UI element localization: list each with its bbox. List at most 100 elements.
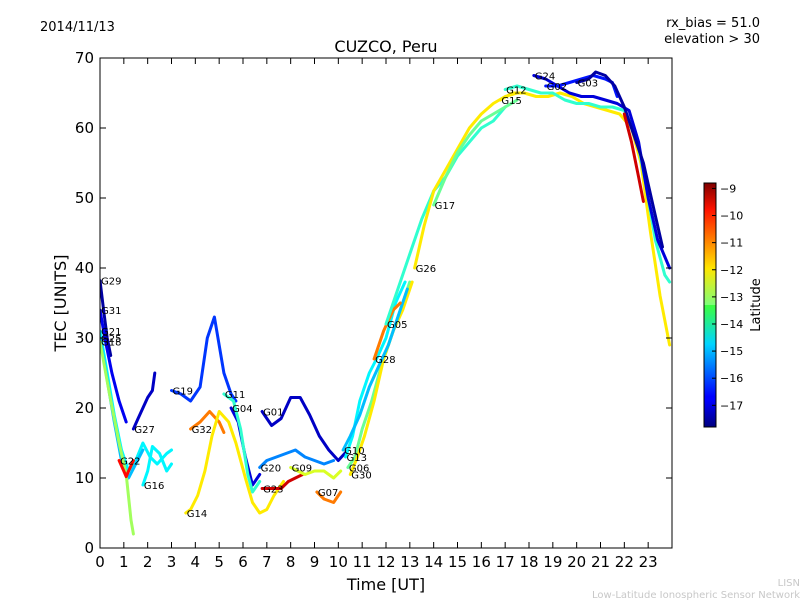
series-label-G32: G32 bbox=[192, 425, 212, 436]
date-label: 2014/11/13 bbox=[40, 20, 115, 35]
series-line-unlabeled-31 bbox=[622, 112, 645, 203]
x-tick-label: 5 bbox=[214, 553, 224, 571]
colorbar-tick-label: −14 bbox=[720, 318, 743, 331]
x-tick-label: 6 bbox=[238, 553, 248, 571]
series-line-G01 bbox=[260, 396, 350, 462]
series-label-G10: G10 bbox=[344, 446, 364, 457]
series-line-G09 bbox=[289, 466, 343, 480]
x-tick-label: 14 bbox=[424, 553, 443, 571]
series-line-G15 bbox=[498, 91, 672, 347]
series-line-G29 bbox=[100, 279, 113, 357]
series-line-G18 bbox=[100, 340, 135, 536]
x-tick-label: 22 bbox=[615, 553, 634, 571]
x-tick-label: 17 bbox=[496, 553, 515, 571]
y-tick-label: 40 bbox=[75, 259, 94, 277]
series-label-G20: G20 bbox=[261, 464, 281, 475]
x-tick-label: 12 bbox=[376, 553, 395, 571]
credit-long: Low-Latitude Ionospheric Sensor Network bbox=[592, 590, 800, 600]
colorbar-tick-label: −10 bbox=[720, 210, 743, 223]
x-tick-label: 11 bbox=[353, 553, 372, 571]
series-label-G16: G16 bbox=[144, 481, 164, 492]
colorbar bbox=[703, 182, 717, 428]
series-label-G03: G03 bbox=[578, 79, 598, 90]
series-label-G11: G11 bbox=[225, 390, 245, 401]
series-line-G30 bbox=[348, 280, 414, 476]
x-axis-label: Time [UT] bbox=[346, 575, 425, 594]
colorbar-tick-label: −13 bbox=[720, 291, 743, 304]
series-line-G19 bbox=[170, 315, 238, 403]
series-label-G17: G17 bbox=[435, 201, 455, 212]
series-label-G01: G01 bbox=[263, 408, 283, 419]
colorbar-tick-label: −11 bbox=[720, 237, 743, 250]
series-line-G27 bbox=[131, 371, 157, 431]
series-label-G06: G06 bbox=[349, 464, 369, 475]
series-label-G27: G27 bbox=[134, 425, 154, 436]
y-tick-label: 60 bbox=[75, 119, 94, 137]
x-tick-label: 8 bbox=[286, 553, 296, 571]
series-label-G28: G28 bbox=[375, 355, 395, 366]
y-axis-label: TEC [UNITS] bbox=[51, 255, 70, 353]
series-label-G07: G07 bbox=[318, 488, 338, 499]
plot-frame bbox=[99, 57, 673, 549]
y-tick-label: 20 bbox=[75, 399, 94, 417]
colorbar-label: Latitude bbox=[749, 278, 764, 332]
x-tick-label: 21 bbox=[591, 553, 610, 571]
x-tick-label: 2 bbox=[143, 553, 153, 571]
colorbar-tick-label: −12 bbox=[720, 264, 743, 277]
series-label-G21: G21 bbox=[101, 327, 121, 338]
series-line-G26 bbox=[413, 91, 519, 270]
series-line-G11 bbox=[222, 392, 262, 494]
x-tick-label: 18 bbox=[519, 553, 538, 571]
x-tick-label: 7 bbox=[262, 553, 272, 571]
colorbar-ticks: −9 −10 −11 −12 −13 −14 −15 −16 −17 bbox=[712, 182, 743, 412]
y-tick-label: 10 bbox=[75, 469, 94, 487]
y-tick-label: 30 bbox=[75, 329, 94, 347]
series-line-G03 bbox=[575, 70, 664, 249]
series-label-G22: G22 bbox=[120, 457, 140, 468]
rx-bias-label: rx_bias = 51.0 bbox=[666, 16, 760, 31]
series-line-G23 bbox=[260, 473, 305, 490]
series-line-G05 bbox=[384, 105, 507, 326]
x-tick-label: 1 bbox=[119, 553, 129, 571]
colorbar-tick-label: −9 bbox=[720, 182, 736, 195]
series-line-G17 bbox=[432, 98, 519, 207]
y-tick-label: 50 bbox=[75, 189, 94, 207]
series-label-G09: G09 bbox=[292, 464, 312, 475]
y-tick-label: 70 bbox=[75, 49, 94, 67]
series-label-G04: G04 bbox=[232, 404, 252, 415]
series-label-G29: G29 bbox=[101, 277, 121, 288]
series-line-G14 bbox=[184, 410, 285, 515]
x-tick-label: 3 bbox=[167, 553, 177, 571]
series-line-G24 bbox=[532, 74, 672, 270]
y-tick-label: 0 bbox=[84, 539, 94, 557]
series-line-G22 bbox=[117, 459, 135, 479]
series-label-G19: G19 bbox=[173, 387, 193, 398]
colorbar-tick-label: −17 bbox=[720, 399, 743, 412]
x-tick-label: 23 bbox=[639, 553, 658, 571]
elevation-label: elevation > 30 bbox=[664, 32, 760, 47]
x-tick-label: 13 bbox=[400, 553, 419, 571]
series-label-G18: G18 bbox=[101, 338, 121, 349]
x-axis: 0 1 2 3 4 5 6 7 8 9 10 11 12 13 14 15 16 17 18 19 20 21 22 23 bbox=[95, 58, 658, 571]
series-layer bbox=[100, 70, 672, 536]
series-line-G16 bbox=[141, 445, 173, 487]
series-label-G05: G05 bbox=[387, 320, 407, 331]
series-line-G31 bbox=[100, 308, 128, 424]
series-label-G02: G02 bbox=[547, 82, 567, 93]
series-line-G32 bbox=[189, 410, 226, 434]
series-line-G10 bbox=[341, 287, 409, 452]
chart-title: CUZCO, Peru bbox=[334, 37, 437, 56]
x-tick-label: 10 bbox=[329, 553, 348, 571]
series-label-G23: G23 bbox=[263, 485, 283, 496]
colorbar-tick-label: −16 bbox=[720, 372, 743, 385]
series-label-G12: G12 bbox=[506, 86, 526, 97]
credit-short: LISN bbox=[778, 578, 800, 589]
series-label-G26: G26 bbox=[416, 264, 436, 275]
colorbar-tick-label: −15 bbox=[720, 345, 743, 358]
x-tick-label: 20 bbox=[567, 553, 586, 571]
series-label-G13: G13 bbox=[346, 453, 366, 464]
series-label-G25: G25 bbox=[101, 334, 121, 345]
x-tick-label: 16 bbox=[472, 553, 491, 571]
